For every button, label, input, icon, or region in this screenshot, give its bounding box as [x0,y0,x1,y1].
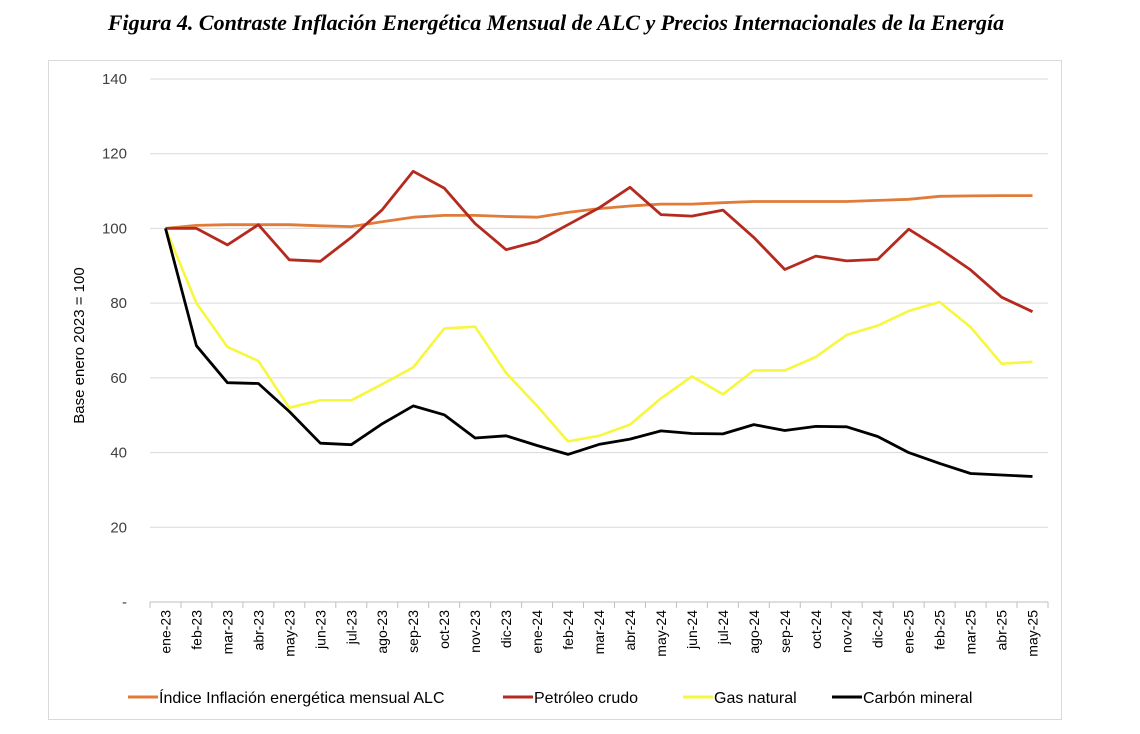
x-tick-label: feb-25 [932,610,948,650]
series-line-1 [165,169,1034,313]
series-lines [164,169,1034,478]
x-tick-label: mar-24 [591,610,607,655]
x-tick-label: mar-25 [963,610,979,655]
x-tick-label: may-23 [281,610,297,657]
x-tick-label: dic-24 [870,610,886,648]
x-tick-label: dic-23 [498,610,514,648]
x-tick-labels: ene-23 feb-23 mar-23 abr-23 may-23 jun-23 jul-… [149,602,1049,657]
x-tick-label: abr-25 [994,610,1010,651]
y-tick-label: 120 [102,146,127,163]
y-tick-label: 100 [102,220,127,237]
series-line-2 [164,227,1033,443]
x-tick-label: abr-23 [250,610,266,651]
y-axis-label: Base enero 2023 = 100 [71,267,88,423]
legend-label: Carbón mineral [863,690,972,707]
legend-label: Petróleo crudo [534,690,638,707]
chart-frame [48,60,1062,720]
series-line-0 [165,194,1033,230]
x-tick-label: jul-24 [715,610,731,645]
x-tick-label: sep-24 [777,610,793,653]
y-tick-label: 60 [110,370,127,387]
x-tick-label: abr-24 [622,610,638,651]
y-tick-label: 20 [110,519,127,536]
legend-label: Gas natural [714,690,797,707]
x-tick-label: nov-23 [467,610,483,653]
x-tick-label: feb-23 [188,610,204,650]
figure-title: Figura 4. Contraste Inflación Energética… [107,10,1005,35]
x-tick-label: oct-23 [436,610,452,649]
x-tick-label: feb-24 [560,610,576,650]
x-tick-label: may-25 [1025,610,1041,657]
x-tick-label: jun-24 [684,610,700,650]
x-tick-label: may-24 [653,610,669,657]
x-tick-label: ene-25 [901,610,917,654]
y-tick-labels: - 20 40 60 80 100 120 140 [102,71,127,611]
x-tick-label: jun-23 [312,610,328,650]
x-tick-label: ene-23 [157,610,173,654]
y-tick-label: 140 [102,71,127,88]
x-tick-label: ene-24 [529,610,545,654]
y-tick-label: 40 [110,445,127,462]
legend: Índice Inflación energética mensual ALC P… [128,688,972,707]
y-tick-label: 80 [110,295,127,312]
x-tick-label: nov-24 [839,610,855,653]
y-tick-label: - [122,594,127,611]
x-tick-label: ago-23 [374,610,390,654]
x-tick-label: mar-23 [219,610,235,655]
legend-label: Índice Inflación energética mensual ALC [159,688,445,707]
x-tick-label: jul-23 [343,610,359,645]
gridlines [150,78,1048,603]
series-line-3 [164,228,1033,478]
x-tick-label: oct-24 [808,610,824,649]
x-tick-label: ago-24 [746,610,762,654]
x-tick-label: sep-23 [405,610,421,653]
